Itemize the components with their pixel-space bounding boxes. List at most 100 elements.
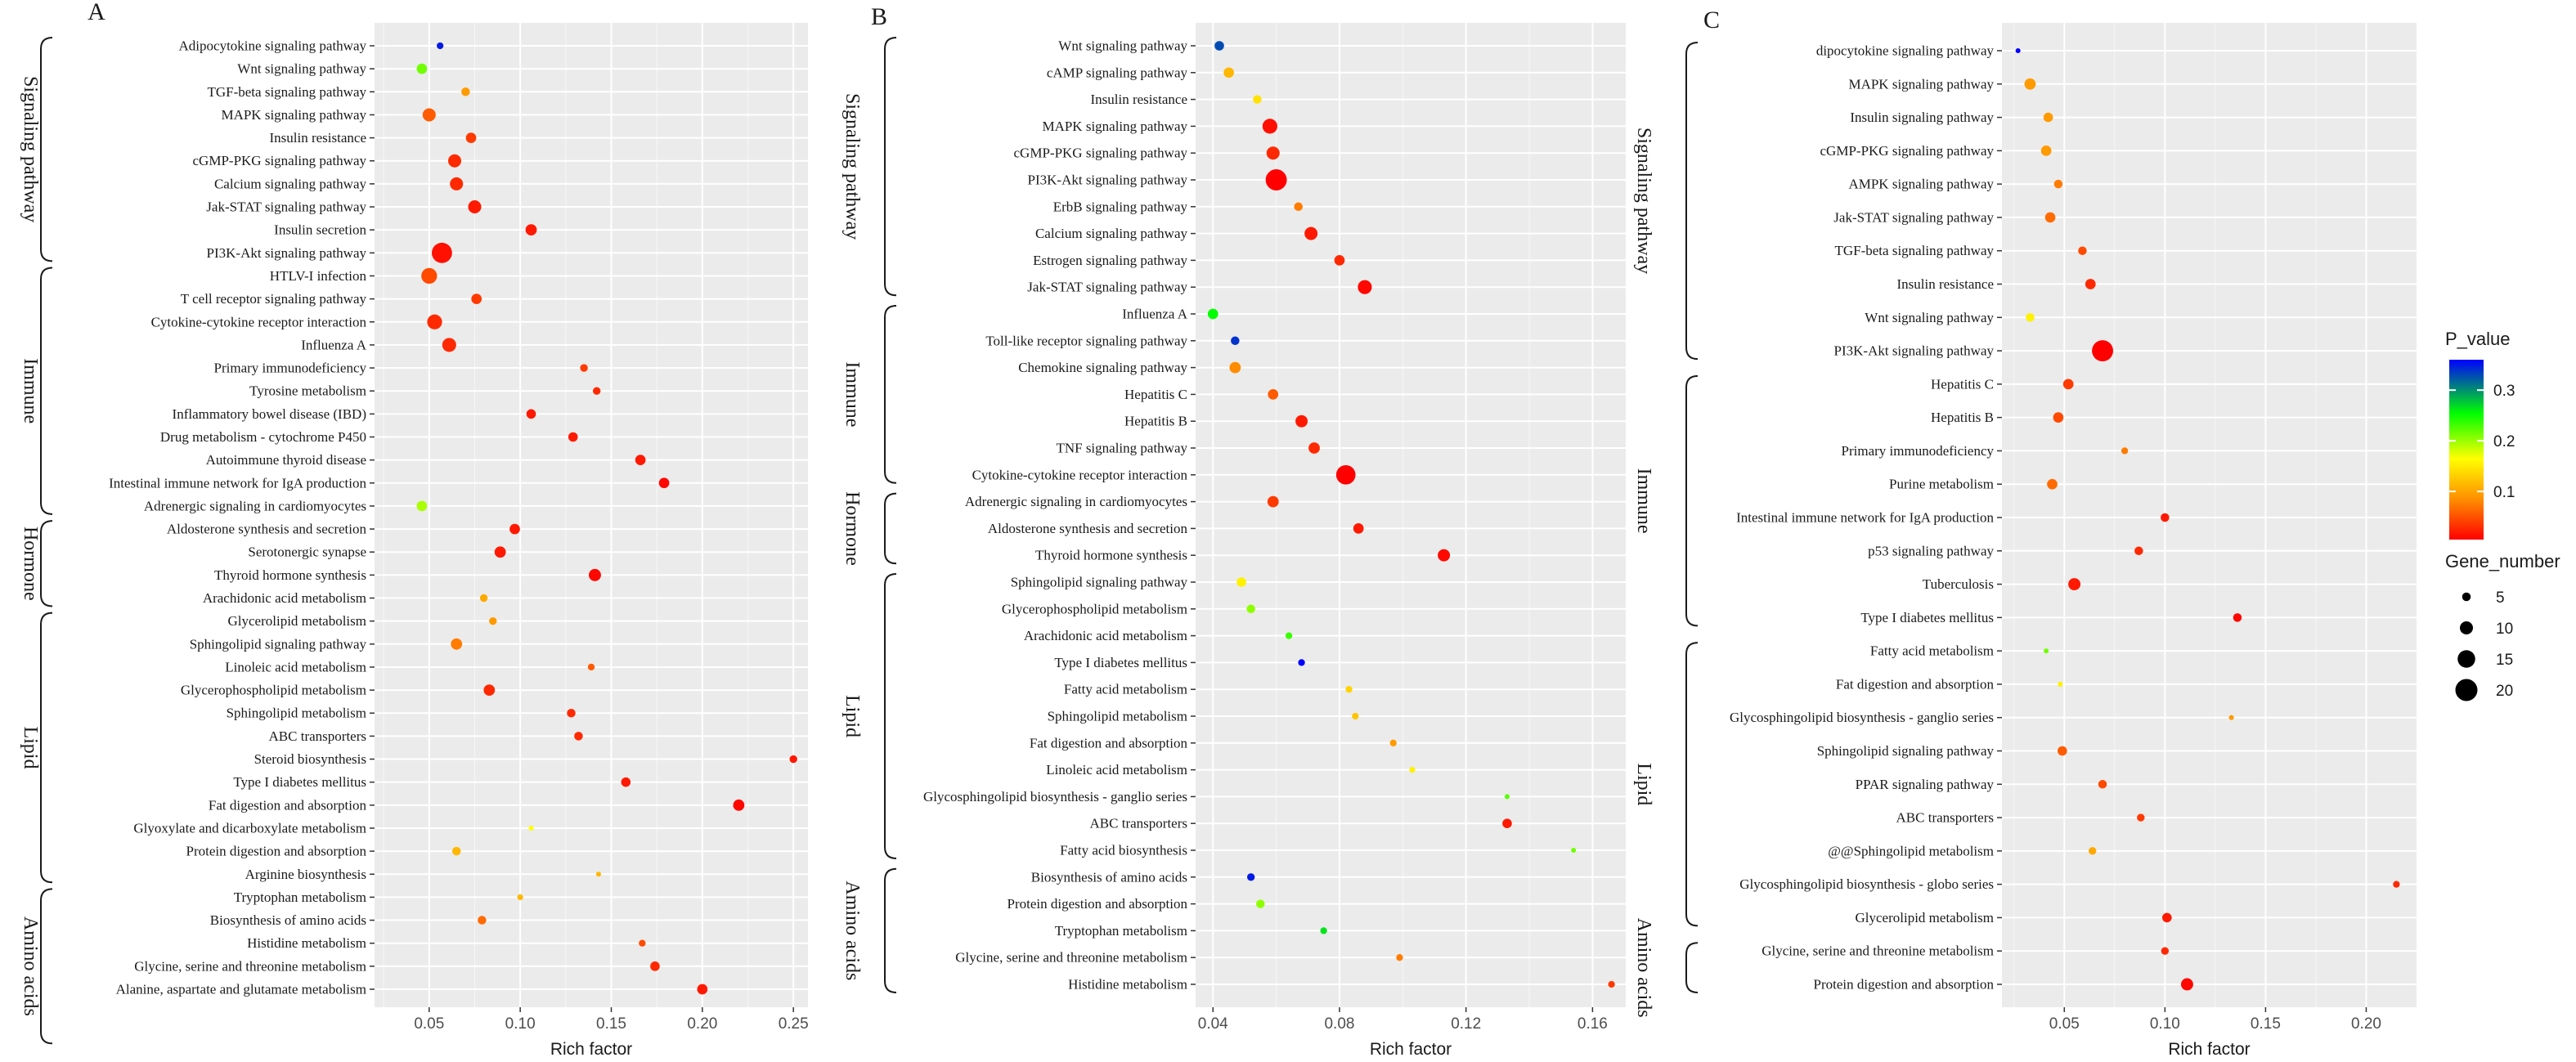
data-point	[525, 224, 537, 236]
data-point	[580, 364, 588, 372]
pathway-label: Tryptophan metabolism	[1055, 923, 1187, 939]
size-legend-label: 20	[2496, 683, 2513, 700]
data-point	[526, 409, 536, 419]
pathway-label: TGF-beta signaling pathway	[207, 84, 366, 100]
pathway-label: Autoimmune thyroid disease	[206, 452, 366, 468]
data-point	[2393, 881, 2400, 888]
group-label: Hormone	[841, 491, 863, 566]
data-point	[1229, 361, 1241, 374]
data-point	[2161, 947, 2170, 955]
data-point	[1256, 899, 1265, 908]
data-point	[1262, 119, 1277, 134]
color-legend-label: 0.3	[2493, 383, 2515, 400]
pathway-label: Biosynthesis of amino acids	[1031, 869, 1187, 885]
group-label: Hormone	[20, 527, 41, 601]
data-point	[2062, 379, 2074, 390]
pathway-label: MAPK signaling pathway	[221, 107, 366, 123]
data-point	[1295, 414, 1308, 428]
size-legend-label: 15	[2496, 652, 2513, 669]
data-point	[1353, 523, 1364, 534]
data-point	[574, 732, 583, 741]
data-point	[416, 500, 428, 512]
data-point	[2044, 212, 2056, 223]
pathway-label: Fatty acid metabolism	[1870, 643, 1994, 659]
pathway-label: Wnt signaling pathway	[1865, 310, 1994, 325]
data-point	[1320, 927, 1327, 934]
pathway-label: Fatty acid biosynthesis	[1060, 843, 1187, 858]
pathway-label: Protein digestion and absorption	[186, 844, 366, 859]
data-point	[1438, 549, 1451, 562]
pathway-label: Calcium signaling pathway	[1035, 226, 1188, 241]
data-point	[1334, 255, 1345, 266]
data-point	[479, 594, 488, 603]
pathway-label: HTLV-I infection	[270, 268, 367, 284]
x-tick-label: 0.20	[2351, 1015, 2381, 1033]
data-point	[2015, 47, 2021, 54]
data-point	[1265, 169, 1287, 190]
data-point	[427, 314, 442, 329]
pathway-label: Calcium signaling pathway	[214, 176, 367, 191]
pathway-label: Glycerolipid metabolism	[228, 613, 367, 629]
panel-letter: A	[88, 0, 105, 25]
data-point	[650, 961, 660, 971]
x-tick-label: 0.10	[505, 1015, 536, 1033]
group-label: Lipid	[1633, 763, 1654, 805]
panel-letter: C	[1703, 7, 1720, 34]
x-tick-label: 0.10	[2150, 1015, 2180, 1033]
data-point	[421, 267, 438, 285]
size-legend-dot	[2455, 679, 2478, 701]
pathway-label: Protein digestion and absorption	[1007, 896, 1187, 912]
data-point	[468, 200, 482, 214]
x-tick-label: 0.16	[1577, 1015, 1608, 1033]
pathway-label: Glyoxylate and dicarboxylate metabolism	[133, 820, 366, 836]
group-bracket	[40, 612, 53, 884]
data-point	[422, 108, 436, 122]
data-point	[431, 242, 452, 263]
pathway-label: Glycerophospholipid metabolism	[1002, 601, 1187, 616]
data-point	[2044, 648, 2049, 654]
data-point	[2092, 340, 2114, 362]
pathway-label: Glycosphingolipid biosynthesis - ganglio…	[1730, 710, 1994, 725]
x-tick-label: 0.15	[2251, 1015, 2281, 1033]
pathway-label: Serotonergic synapse	[248, 544, 366, 560]
pathway-label: Histidine metabolism	[1068, 977, 1187, 993]
pathway-label: Influenza A	[301, 337, 366, 352]
pathway-label: dipocytokine signaling pathway	[1816, 43, 1995, 59]
data-point	[494, 546, 506, 558]
pathway-label: Insulin resistance	[1897, 276, 1995, 292]
pathway-label: Hepatitis C	[1931, 376, 1994, 392]
pathway-label: Chemokine signaling pathway	[1018, 360, 1187, 375]
pathway-label: Glycosphingolipid biosynthesis - globo s…	[1739, 876, 1994, 892]
pathway-label: Wnt signaling pathway	[1058, 38, 1187, 54]
pathway-label: Hepatitis C	[1124, 387, 1187, 402]
pathway-label: Linoleic acid metabolism	[1046, 762, 1187, 777]
group-label: Amino acids	[1633, 918, 1654, 1018]
plot-background	[1196, 23, 1626, 1007]
pathway-label: Adipocytokine signaling pathway	[179, 38, 367, 54]
pathway-label: Alanine, aspartate and glutamate metabol…	[116, 982, 366, 997]
data-point	[1608, 980, 1615, 988]
group-label: Immune	[1633, 468, 1654, 534]
group-bracket	[884, 37, 897, 297]
group-bracket	[884, 305, 897, 484]
size-legend-label: 10	[2496, 621, 2513, 638]
data-point	[2098, 780, 2107, 789]
data-point	[442, 338, 456, 352]
size-legend-dot	[2457, 650, 2475, 668]
pathway-label: Jak-STAT signaling pathway	[1027, 280, 1187, 295]
data-point	[2047, 478, 2058, 490]
panel-a: 0.05 0.10 0.15 0.20 0.25 Adipocytokine signal…	[20, 0, 809, 1059]
legend: P_value 0.3 0.2 0.1 Gene_number 5 10 15 20	[2445, 329, 2560, 701]
pathway-label: cGMP-PKG signaling pathway	[193, 153, 367, 168]
pathway-label: Insulin resistance	[1091, 92, 1188, 107]
data-point	[2053, 179, 2063, 189]
pathway-label: PI3K-Akt signaling pathway	[1028, 173, 1188, 188]
data-point	[2058, 746, 2067, 756]
size-legend-title: Gene_number	[2445, 551, 2560, 571]
group-bracket	[40, 37, 53, 262]
data-point	[568, 432, 578, 442]
pathway-label: Type I diabetes mellitus	[233, 774, 366, 790]
data-point	[789, 755, 797, 764]
group-label: Signaling pathway	[841, 93, 863, 240]
data-point	[2026, 313, 2035, 322]
